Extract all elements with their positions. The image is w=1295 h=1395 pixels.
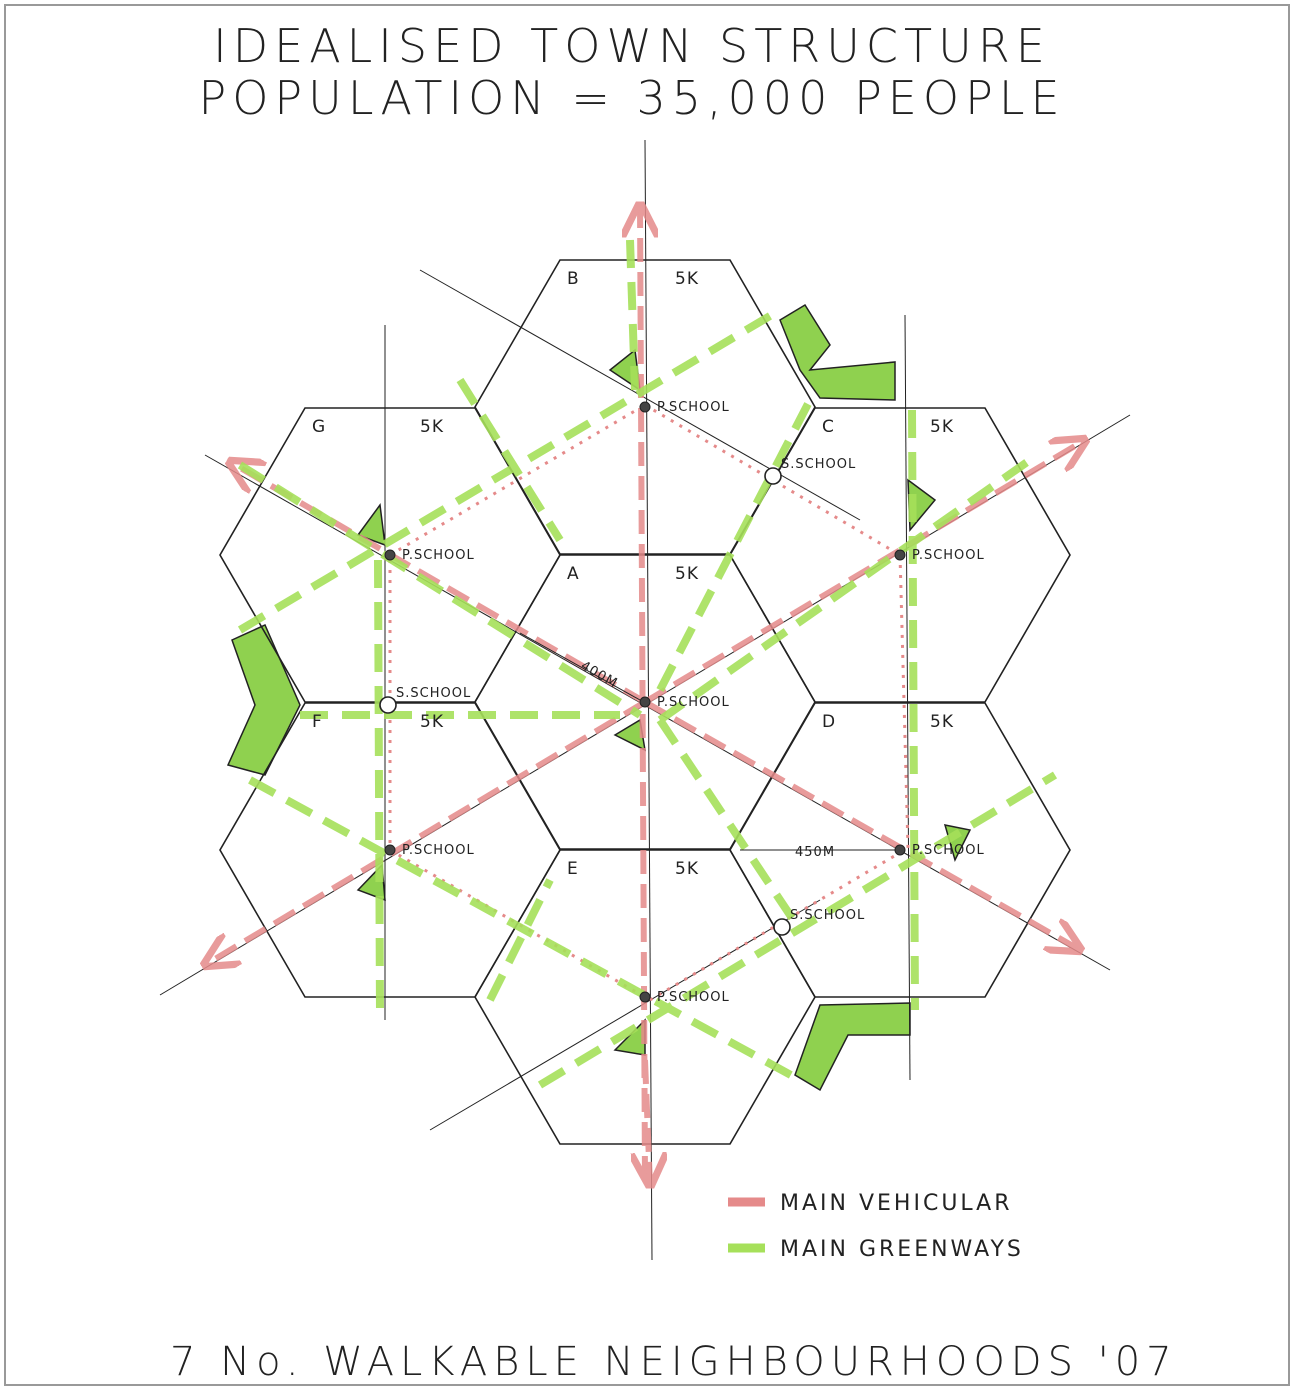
neighbourhood-label: F xyxy=(312,712,323,732)
population-label: 5K xyxy=(420,417,444,437)
primary-school xyxy=(639,401,651,413)
vehicular-road xyxy=(230,462,647,705)
greenways xyxy=(237,239,1058,1089)
school-label: P.SCHOOL xyxy=(402,843,475,858)
legend-label: MAIN GREENWAYS xyxy=(780,1237,1024,1262)
neighbourhood-label: C xyxy=(822,417,835,437)
primary-school xyxy=(639,991,651,1003)
vehicular-road xyxy=(640,205,645,1181)
greenway xyxy=(626,239,639,391)
population-label: 5K xyxy=(930,417,954,437)
axis-line xyxy=(429,899,821,1131)
dimension-label: 450M xyxy=(795,845,835,860)
secondary-school-label: S.SCHOOL xyxy=(790,908,865,923)
school-label: P.SCHOOL xyxy=(912,843,985,858)
dimension-line xyxy=(519,632,641,701)
population-label: 5K xyxy=(930,712,954,732)
secondary-school-label: S.SCHOOL xyxy=(396,686,471,701)
school-label: P.SCHOOL xyxy=(657,695,730,710)
primary-school xyxy=(894,549,906,561)
primary-school xyxy=(894,844,906,856)
greenway xyxy=(248,776,802,1084)
secondary-school xyxy=(379,696,397,714)
greenway xyxy=(237,306,783,634)
vehicular-road xyxy=(643,440,1085,705)
greenway xyxy=(374,559,384,1016)
neighbourhood-hex xyxy=(219,702,561,998)
title: IDEALISED TOWN STRUCTURE xyxy=(213,19,1051,73)
neighbourhood-label: E xyxy=(567,859,579,879)
vehicular-roads xyxy=(205,205,1085,1185)
green-patches xyxy=(226,303,972,1092)
patch xyxy=(794,1002,911,1092)
population-label: 5K xyxy=(675,564,699,584)
neighbourhood-label: A xyxy=(567,564,580,584)
neighbourhood-label: G xyxy=(312,417,326,437)
subtitle: POPULATION = 35,000 PEOPLE xyxy=(198,71,1065,125)
patch xyxy=(779,303,896,401)
school-label: P.SCHOOL xyxy=(657,990,730,1005)
greenway xyxy=(656,717,804,933)
secondary-school xyxy=(773,918,791,936)
population-label: 5K xyxy=(420,712,444,732)
neighbourhood-hex xyxy=(219,407,561,703)
vehicular-road xyxy=(645,1059,650,1185)
primary-school xyxy=(639,696,651,708)
legend: MAIN VEHICULAR MAIN GREENWAYS xyxy=(728,1191,1024,1262)
greenway xyxy=(657,456,1033,724)
neighbourhood-label: B xyxy=(567,269,580,289)
population-label: 5K xyxy=(675,269,699,289)
axis-line xyxy=(904,314,911,1081)
frame xyxy=(4,4,1290,1386)
vehicular-road xyxy=(643,699,1080,950)
school-label: P.SCHOOL xyxy=(657,400,730,415)
vehicular-road xyxy=(205,699,647,965)
patch xyxy=(226,624,301,776)
school-label: P.SCHOOL xyxy=(912,548,985,563)
legend-label: MAIN VEHICULAR xyxy=(780,1191,1013,1216)
primary-school xyxy=(384,549,396,561)
greenway xyxy=(908,409,919,1011)
greenway xyxy=(237,461,643,719)
secondary-school xyxy=(764,467,782,485)
neighbourhood-label: D xyxy=(822,712,836,732)
school-label: P.SCHOOL xyxy=(402,548,475,563)
primary-school xyxy=(384,844,396,856)
greenway xyxy=(456,377,564,543)
secondary-school-label: S.SCHOOL xyxy=(781,457,856,472)
footer: 7 No. WALKABLE NEIGHBOURHOODS '07 xyxy=(170,1339,1178,1385)
greenway xyxy=(537,771,1058,1089)
dimension-lines xyxy=(519,632,905,851)
population-label: 5K xyxy=(675,859,699,879)
greenway xyxy=(656,398,814,692)
greenway xyxy=(486,878,554,1002)
